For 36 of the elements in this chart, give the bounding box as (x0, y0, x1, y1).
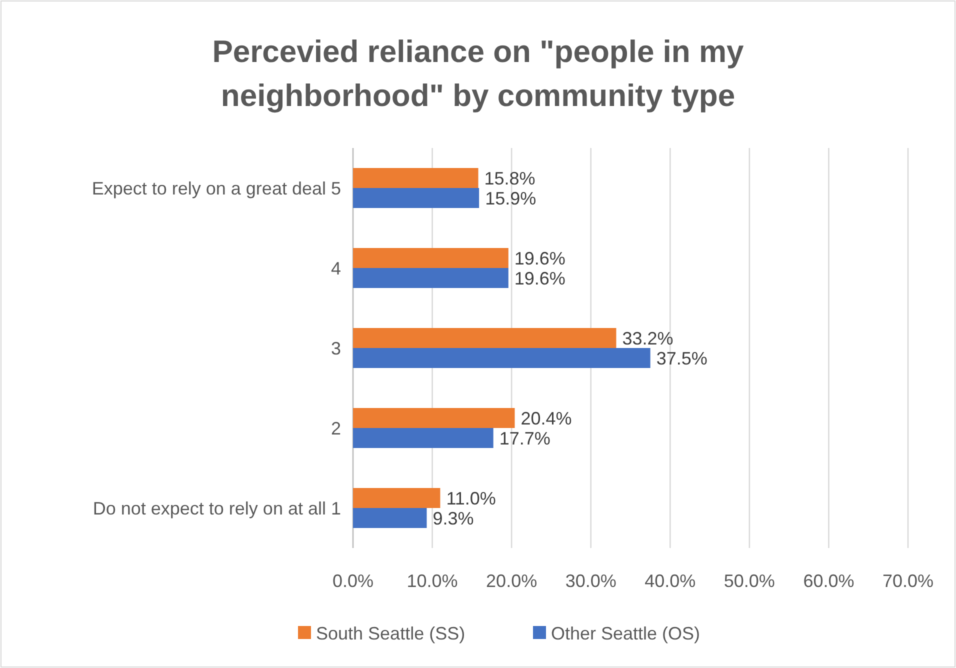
data-label: 15.9% (485, 188, 536, 208)
x-tick-label: 10.0% (406, 571, 458, 591)
data-label: 9.3% (432, 508, 474, 528)
bar (353, 248, 508, 268)
bar (353, 328, 616, 348)
legend-label: Other Seattle (OS) (551, 623, 700, 644)
data-label: 19.6% (514, 268, 566, 288)
data-label: 17.7% (499, 428, 550, 448)
bar (353, 488, 440, 508)
bar (353, 428, 494, 448)
y-tick-label: Expect to rely on a great deal 5 (92, 178, 341, 198)
chart-title: Percevied reliance on "people in my neighborhood" by community type (212, 34, 745, 113)
legend-label: South Seattle (SS) (316, 623, 466, 644)
bar (353, 168, 478, 188)
data-label: 20.4% (520, 408, 572, 428)
data-label: 33.2% (622, 328, 674, 348)
x-tick-label: 60.0% (803, 571, 854, 591)
data-label: 11.0% (446, 488, 496, 508)
bar (353, 188, 480, 208)
bar (353, 408, 515, 428)
y-tick-label: Do not expect to rely on at all 1 (92, 498, 341, 518)
x-tick-label: 0.0% (332, 571, 374, 591)
y-tick-label: 3 (330, 338, 341, 358)
data-label: 37.5% (656, 348, 708, 368)
bar (353, 348, 650, 368)
x-tick-label: 70.0% (882, 571, 934, 591)
x-tick-label: 30.0% (565, 571, 616, 591)
x-tick-label: 40.0% (644, 571, 696, 591)
y-tick-label: 2 (330, 418, 341, 438)
x-tick-label: 20.0% (486, 571, 538, 591)
bar (353, 508, 427, 528)
x-tick-label: 50.0% (724, 571, 775, 591)
data-label: 19.6% (514, 248, 566, 268)
y-tick-label: 4 (330, 258, 341, 278)
data-label: 15.8% (484, 168, 536, 188)
bar (353, 268, 508, 288)
